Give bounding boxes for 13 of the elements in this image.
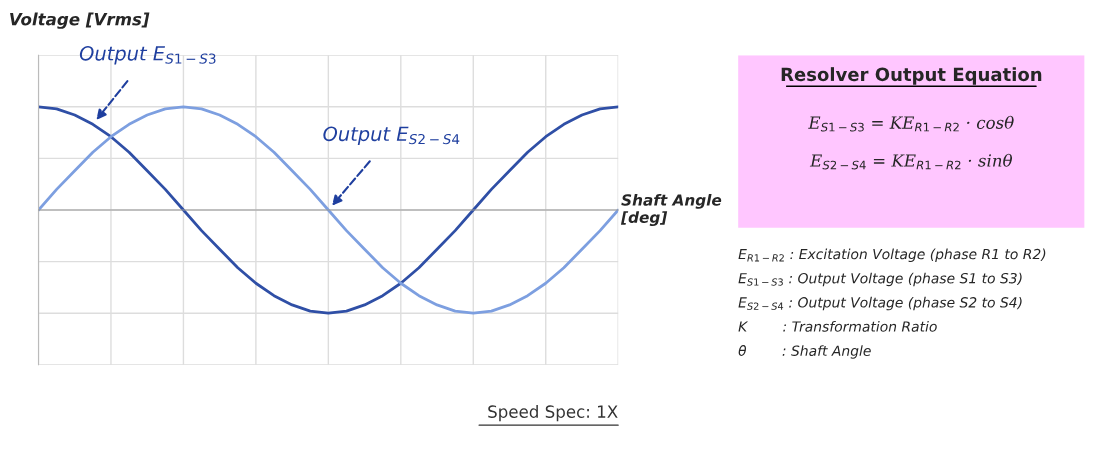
text: Speed Spec: 1X [488,405,618,422]
annotation: Output E$_{S2−S4}$ [323,126,460,145]
text: E$_{S1−S3}$ : Output Voltage (phase S1 to S3) [738,272,1022,287]
text: E$_{S2−S4}$ : Output Voltage (phase S2 to S4) [738,296,1022,311]
text: K : Transformation Ratio [738,321,937,332]
text: Resolver Output Equation [781,67,1042,85]
text: Output E$_{S1−S3}$ [79,45,216,65]
text: E$_{S2−S4}$ = KE$_{R1−R2}$ · sinθ [809,153,1012,170]
x-axis-title: Shaft Angle [deg] [620,193,722,227]
text: E$_{S1−S3}$ = KE$_{R1−R2}$ · cosθ [808,115,1014,132]
text: θ : Shaft Angle [738,345,871,359]
y-axis-title: Voltage [Vrms] [10,12,150,29]
text: E$_{R1−R2}$ : Excitation Voltage (phase R1 to R2) [738,248,1046,263]
